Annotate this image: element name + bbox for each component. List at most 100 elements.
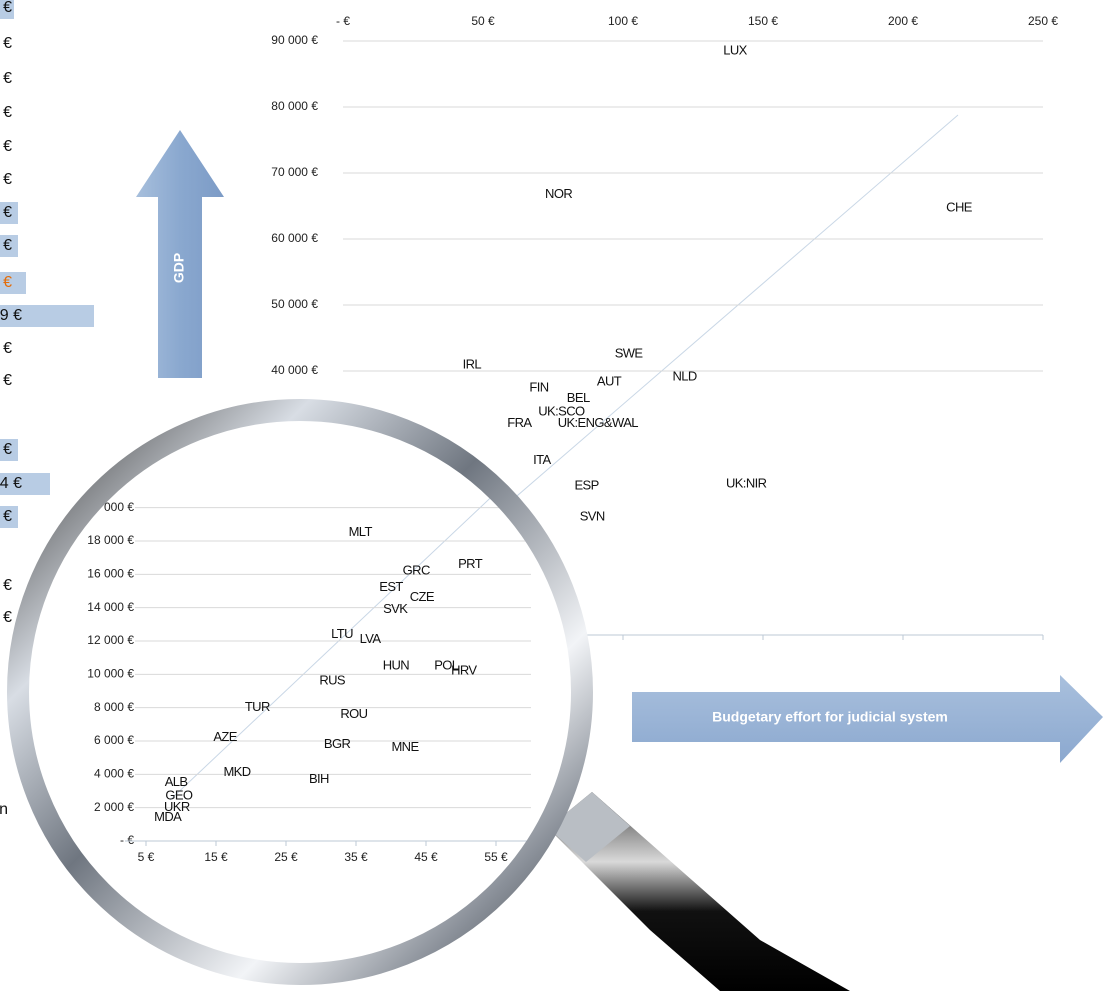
cell-bg (0, 439, 18, 461)
cell-bg (0, 305, 94, 327)
cell-text: € (3, 204, 12, 221)
point-label: UK:NIR (726, 475, 767, 490)
y-tick-label: 90 000 € (271, 33, 318, 47)
point-label: PRT (458, 556, 483, 571)
y-axis-arrow: GDP (136, 130, 224, 378)
y-tick-label: 50 000 € (271, 297, 318, 311)
point-label: CZE (410, 589, 435, 604)
cell-text: 3 € (0, 274, 12, 291)
y-tick-label: 80 000 € (271, 99, 318, 113)
point-label: GRC (403, 562, 430, 577)
point-label: UKR (164, 799, 190, 814)
y-tick-label: 12 000 € (87, 633, 134, 647)
point-label: SWE (615, 345, 644, 360)
x-tick-label: 35 € (344, 850, 368, 864)
point-label: BGR (324, 736, 351, 751)
x-tick-label: - € (336, 14, 350, 28)
cell-text: € (3, 441, 12, 458)
point-label: ROU (340, 706, 367, 721)
point-label: GEO (165, 787, 193, 802)
cell-bg (0, 473, 50, 495)
cell-text: € (3, 609, 12, 626)
point-label: LUX (723, 42, 747, 57)
inset-chart: - € 2 000 € 4 000 € 6 000 € 8 000 € 10 000 € 1… (87, 469, 531, 864)
cell-bg (0, 0, 14, 19)
cell-bg (0, 235, 18, 257)
y-tick-label: - € (120, 833, 134, 847)
point-label: UK:ENG&WAL (558, 415, 639, 430)
cell-text: € (3, 104, 12, 121)
cell-text: € (3, 372, 12, 389)
y-tick-label: 60 000 € (271, 231, 318, 245)
y-tick-label: 10 000 € (87, 667, 134, 681)
point-label: MLT (349, 524, 373, 539)
cell-text: € (3, 340, 12, 357)
point-label: SVN (580, 508, 605, 523)
cell-text: € (3, 508, 12, 525)
point-label: LVA (360, 631, 382, 646)
y-axis-label: GDP (171, 253, 187, 283)
point-label: LTU (331, 626, 353, 641)
cell-text: 4 € (0, 475, 22, 492)
main-chart: 40 000 € 50 000 € 60 000 € 70 000 € 80 000 €… (271, 14, 1058, 640)
x-tick-label: 15 € (204, 850, 228, 864)
point-label: HRV (451, 662, 477, 677)
point-label: ESP (574, 477, 598, 492)
cell-text: € (3, 577, 12, 594)
point-label: IRL (463, 356, 482, 371)
cell-text: € (3, 237, 12, 254)
trend-line (169, 469, 521, 801)
point-label: UK:SCO (538, 403, 585, 418)
cell-text: 9 € (0, 307, 22, 324)
y-tick-label: 14 000 € (87, 600, 134, 614)
x-tick-label: 25 € (274, 850, 298, 864)
y-tick-label: 2 000 € (94, 800, 134, 814)
point-label: TUR (245, 699, 270, 714)
point-label: ALB (165, 774, 188, 789)
point-label: NOR (545, 186, 572, 201)
point-label: MKD (223, 764, 250, 779)
point-label: RUS (319, 672, 346, 687)
point-label: MDA (154, 809, 182, 824)
x-tick-label: 55 € (484, 850, 508, 864)
y-tick-label: 18 000 € (87, 533, 134, 547)
cell-text: € (3, 70, 12, 87)
cell-bg (0, 202, 18, 224)
side-column: € € € € € € € €3 € 9 € € € €4 € € € € n (0, 0, 94, 818)
lens-ring (7, 399, 593, 985)
point-label: HUN (383, 657, 410, 672)
y-tick-label: 40 000 € (271, 363, 318, 377)
point-label: ITA (533, 452, 551, 467)
point-label: FRA (507, 415, 532, 430)
cell-text: € (3, 171, 12, 188)
x-axis-arrow: Budgetary effort for judicial system (632, 675, 1103, 763)
cell-text: € (3, 0, 12, 16)
y-tick-label: 4 000 € (94, 767, 134, 781)
x-tick-label: 250 € (1028, 14, 1058, 28)
x-axis-label: Budgetary effort for judicial system (712, 709, 948, 725)
point-label: MNE (391, 739, 419, 754)
point-label: AUT (597, 374, 622, 389)
y-tick-label: 8 000 € (94, 700, 134, 714)
point-label: BEL (567, 390, 590, 405)
x-tick-label: 5 € (138, 850, 155, 864)
cell-text: € (3, 138, 12, 155)
cell-bg (0, 272, 26, 294)
point-label: SVK (383, 601, 408, 616)
x-tick-label: 200 € (888, 14, 918, 28)
point-label: CHE (946, 199, 973, 214)
point-label: POL (434, 657, 459, 672)
magnifier-handle (548, 792, 850, 991)
point-label: BIH (309, 771, 329, 786)
x-tick-label: 50 € (471, 14, 495, 28)
cell-text: n (0, 801, 8, 818)
y-tick-label: 6 000 € (94, 733, 134, 747)
x-tick-label: 45 € (414, 850, 438, 864)
y-tick-label: 16 000 € (87, 567, 134, 581)
point-label: NLD (672, 368, 696, 383)
cell-text: € (3, 35, 12, 52)
y-tick-label: 000 € (104, 500, 134, 514)
point-label: FIN (529, 380, 548, 395)
x-tick-label: 150 € (748, 14, 778, 28)
